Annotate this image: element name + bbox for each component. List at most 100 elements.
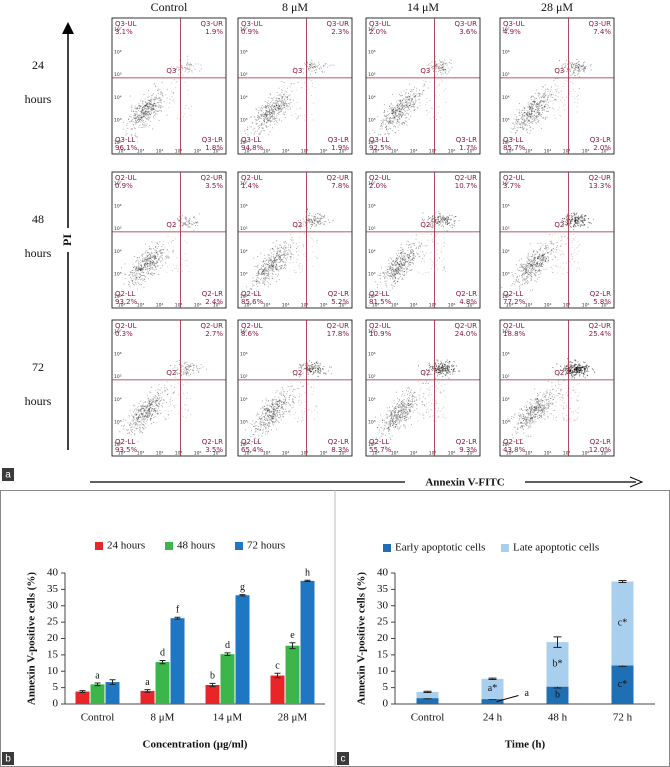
event-dot (519, 267, 520, 268)
event-dot (515, 273, 516, 274)
event-dot (412, 98, 413, 99)
y-tick-label: 10⁷ (240, 181, 248, 187)
event-dot (153, 112, 154, 113)
event-dot (193, 230, 194, 231)
event-dot (519, 260, 520, 261)
event-dot (274, 124, 275, 125)
event-dot (282, 102, 283, 103)
flow-plot: Q2Q2-UL1.4%Q2-UR7.8%Q2-LL85.6%Q2-LR5.2%1… (238, 172, 352, 309)
event-dot (153, 396, 154, 397)
event-dot (528, 120, 529, 121)
event-dot (537, 279, 538, 280)
event-dot (577, 217, 578, 218)
event-dot (157, 389, 158, 390)
quadrant-name: Q3-UR (455, 20, 478, 28)
event-dot (142, 269, 143, 270)
event-dot (127, 430, 128, 431)
event-dot (576, 59, 577, 60)
event-dot (135, 133, 136, 134)
event-dot (156, 262, 157, 263)
event-dot (403, 90, 404, 91)
event-dot (422, 258, 423, 259)
event-dot (276, 264, 277, 265)
event-dot (190, 223, 191, 224)
event-dot (577, 65, 578, 66)
event-dot (307, 66, 308, 67)
event-dot (129, 432, 130, 433)
event-dot (177, 219, 178, 220)
event-dot (389, 133, 390, 134)
event-dot (141, 112, 142, 113)
event-dot (380, 128, 381, 129)
event-dot (138, 268, 139, 269)
event-dot (296, 262, 297, 263)
event-dot (150, 107, 151, 108)
event-dot (270, 106, 271, 107)
x-tick-label: 10⁴ (282, 149, 290, 155)
event-dot (156, 97, 157, 98)
event-dot (395, 259, 396, 260)
event-dot (394, 263, 395, 264)
event-dot (261, 118, 262, 119)
event-dot (281, 100, 282, 101)
event-dot (140, 268, 141, 269)
event-dot (174, 79, 175, 80)
event-dot (164, 400, 165, 401)
event-dot (567, 214, 568, 215)
event-dot (144, 111, 145, 112)
flow-plot: Q3Q3-UL4.9%Q3-UR7.4%Q3-LL85.7%Q3-LR2.0%1… (500, 18, 614, 155)
event-dot (525, 125, 526, 126)
event-dot (571, 217, 572, 218)
event-dot (161, 399, 162, 400)
event-dot (523, 113, 524, 114)
event-dot (544, 256, 545, 257)
event-dot (443, 63, 444, 64)
y-tick-label: 10⁷ (368, 181, 376, 187)
event-dot (125, 274, 126, 275)
event-dot (436, 68, 437, 69)
event-dot (135, 111, 136, 112)
event-dot (544, 248, 545, 249)
event-dot (512, 122, 513, 123)
event-dot (535, 275, 536, 276)
event-dot (540, 266, 541, 267)
event-dot (396, 253, 397, 254)
event-dot (525, 270, 526, 271)
event-dot (169, 102, 170, 103)
event-dot (395, 271, 396, 272)
event-dot (154, 111, 155, 112)
event-dot (300, 263, 301, 264)
y-tick-label: 10³ (502, 118, 510, 124)
event-dot (578, 225, 579, 226)
event-dot (279, 259, 280, 260)
event-dot (124, 274, 125, 275)
event-dot (136, 267, 137, 268)
event-dot (526, 271, 527, 272)
event-dot (438, 211, 439, 212)
event-dot (398, 250, 399, 251)
event-dot (538, 116, 539, 117)
event-dot (272, 269, 273, 270)
y-tick-label: 10³ (368, 272, 376, 278)
event-dot (417, 271, 418, 272)
event-dot (553, 80, 554, 81)
event-dot (271, 121, 272, 122)
event-dot (144, 263, 145, 264)
event-dot (406, 255, 407, 256)
x-tick-label: 10² (118, 303, 126, 309)
event-dot (273, 106, 274, 107)
event-dot (410, 252, 411, 253)
quadrant-percent: 10.7% (455, 182, 478, 190)
event-dot (444, 233, 445, 234)
event-dot (555, 256, 556, 257)
event-dot (155, 395, 156, 396)
event-dot (269, 270, 270, 271)
event-dot (247, 127, 248, 128)
event-dot (267, 254, 268, 255)
event-dot (177, 271, 178, 272)
event-dot (281, 96, 282, 97)
event-dot (188, 221, 189, 222)
event-dot (582, 220, 583, 221)
event-dot (150, 273, 151, 274)
event-dot (418, 248, 419, 249)
